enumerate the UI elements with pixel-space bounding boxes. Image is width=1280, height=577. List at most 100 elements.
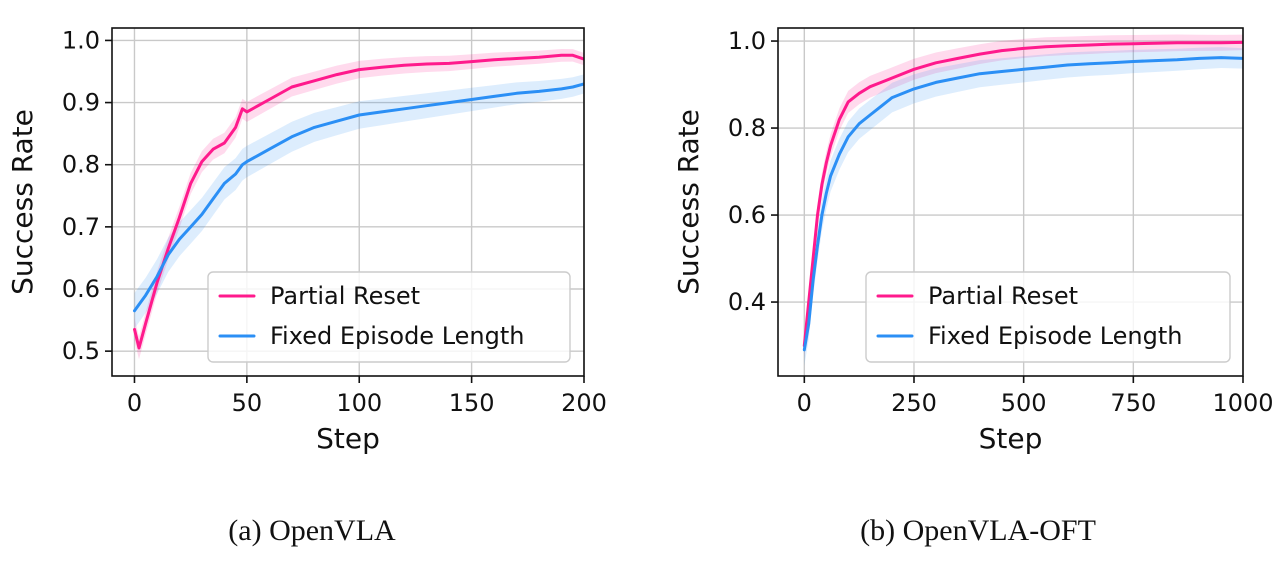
data-point [890, 96, 894, 99]
data-point [425, 104, 428, 107]
legend-label-partial-reset: Partial Reset [270, 282, 420, 310]
data-point [912, 87, 916, 91]
data-point [189, 182, 192, 185]
plot-area [802, 34, 1243, 366]
x-tick-label: 1000 [1212, 389, 1273, 417]
data-point [1197, 41, 1201, 44]
data-point [358, 113, 361, 117]
data-point [223, 182, 226, 185]
data-point [1176, 41, 1179, 44]
data-point [1044, 45, 1047, 48]
data-point [858, 122, 861, 125]
data-point [1154, 59, 1157, 62]
data-point [571, 85, 574, 89]
x-axis-label: Step [979, 422, 1043, 455]
data-point [403, 107, 406, 111]
x-tick-label: 500 [1001, 389, 1047, 417]
y-tick-label: 0.8 [62, 151, 100, 179]
series-line-partial-reset [133, 53, 584, 350]
y-tick-label: 0.5 [62, 337, 100, 365]
figure-caption: (a) OpenVLA [228, 514, 396, 547]
data-point [934, 61, 938, 64]
data-point [268, 148, 271, 151]
legend-label-partial-reset: Partial Reset [928, 282, 1078, 310]
data-point [241, 163, 244, 166]
legend: Partial Reset Fixed Episode Length [207, 271, 571, 363]
data-point [380, 66, 383, 69]
data-point [838, 118, 841, 121]
data-point [1110, 61, 1113, 64]
data-point [1066, 44, 1069, 47]
data-point [1066, 63, 1069, 67]
data-point [358, 68, 361, 71]
y-tick-label: 0.6 [728, 201, 766, 229]
data-point [189, 225, 192, 229]
data-point [178, 238, 181, 241]
data-point [868, 85, 872, 88]
legend-box [865, 271, 1231, 363]
data-point [1154, 42, 1157, 45]
legend-box [207, 271, 571, 363]
y-tick-label: 0.4 [728, 288, 766, 316]
data-point [1132, 60, 1135, 63]
data-point [820, 183, 824, 186]
data-point [1088, 43, 1091, 47]
data-point [537, 56, 541, 59]
data-point [1022, 47, 1025, 50]
data-point [879, 105, 883, 108]
data-point [335, 73, 338, 76]
legend: Partial Reset Fixed Episode Length [865, 271, 1231, 363]
data-point [847, 135, 850, 138]
data-point [825, 192, 828, 195]
data-point [268, 98, 271, 101]
data-point [155, 281, 159, 284]
data-point [223, 141, 226, 145]
data-point [137, 346, 141, 350]
data-point [133, 309, 136, 312]
data-point [380, 110, 383, 114]
data-point [879, 81, 883, 84]
plot-area [133, 49, 584, 360]
data-point [803, 348, 806, 352]
data-point [245, 110, 249, 114]
data-point [571, 54, 574, 57]
data-point [133, 328, 136, 331]
data-point [492, 95, 496, 98]
figure-caption: (b) OpenVLA-OFT [860, 514, 1096, 547]
data-point [245, 160, 249, 163]
axes-frame [111, 27, 585, 377]
x-tick-label: 0 [127, 389, 142, 417]
data-point [447, 101, 451, 104]
x-tick-label: 250 [891, 389, 937, 417]
data-point [167, 253, 170, 256]
data-point [200, 213, 204, 216]
data-point [1088, 62, 1091, 65]
data-point [425, 62, 428, 66]
data-point [838, 153, 841, 156]
data-point [155, 275, 159, 278]
data-point [811, 279, 815, 282]
y-tick-label: 0.9 [62, 89, 100, 117]
data-point [515, 57, 518, 60]
data-point [470, 60, 473, 63]
data-point [234, 126, 237, 129]
data-point [858, 92, 861, 95]
data-point [1219, 41, 1223, 44]
data-point [1044, 66, 1047, 69]
data-point [313, 126, 316, 129]
data-point [829, 144, 832, 147]
x-axis-label: Step [316, 422, 380, 455]
x-tick-label: 0 [797, 389, 812, 417]
data-point [144, 294, 147, 297]
data-point [167, 247, 170, 250]
data-point [868, 113, 872, 117]
series-line-fixed-episode-length [133, 82, 584, 313]
data-point [978, 72, 981, 75]
data-point [1197, 57, 1201, 60]
data-point [825, 161, 828, 165]
data-point [807, 322, 810, 325]
data-point [1219, 56, 1223, 59]
data-point [241, 107, 244, 111]
data-point [811, 257, 815, 260]
